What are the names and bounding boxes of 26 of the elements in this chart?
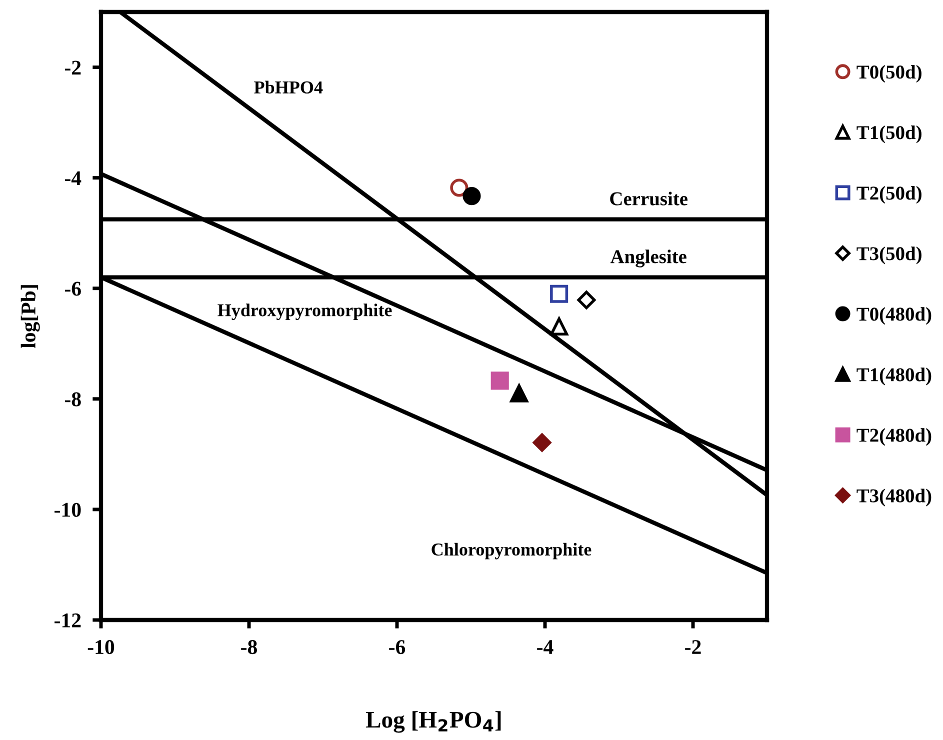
y-tick-label: -10	[54, 502, 81, 517]
legend-label: T2(50d)	[856, 186, 922, 204]
series-label: PbHPO4	[254, 80, 323, 94]
legend-label: T2(480d)	[856, 428, 932, 446]
y-tick-label: -2	[64, 60, 81, 74]
ref-line-label: Cerrusite	[610, 192, 688, 206]
legend-label: T0(480d)	[856, 307, 932, 325]
legend-label: T1(50d)	[856, 126, 922, 144]
y-tick-label: -8	[64, 392, 81, 406]
y-tick-label: -12	[54, 613, 81, 628]
legend-label: T3(480d)	[856, 488, 932, 506]
x-tick-label: -8	[241, 640, 257, 654]
x-tick-label: -6	[389, 640, 406, 654]
legend-label: T3(50d)	[856, 246, 922, 264]
x-tick-label: -2	[685, 640, 701, 654]
y-axis-title: log[Pb]	[20, 285, 40, 348]
y-tick-label: -4	[64, 171, 82, 186]
legend-label: T0(50d)	[856, 64, 922, 83]
ref-line-label: Anglesite	[610, 250, 686, 268]
series-label: Hydroxypyromorphite	[218, 304, 392, 320]
x-tick-label: -10	[88, 640, 114, 654]
legend-label: T1(480d)	[856, 368, 932, 386]
text: Chloropyromorphite	[432, 542, 592, 560]
x-axis-title: Log [H$_{2}$PO$_{4}$]	[366, 711, 501, 733]
x-tick-label: -4	[537, 640, 554, 654]
y-tick-label: -6	[64, 282, 81, 296]
